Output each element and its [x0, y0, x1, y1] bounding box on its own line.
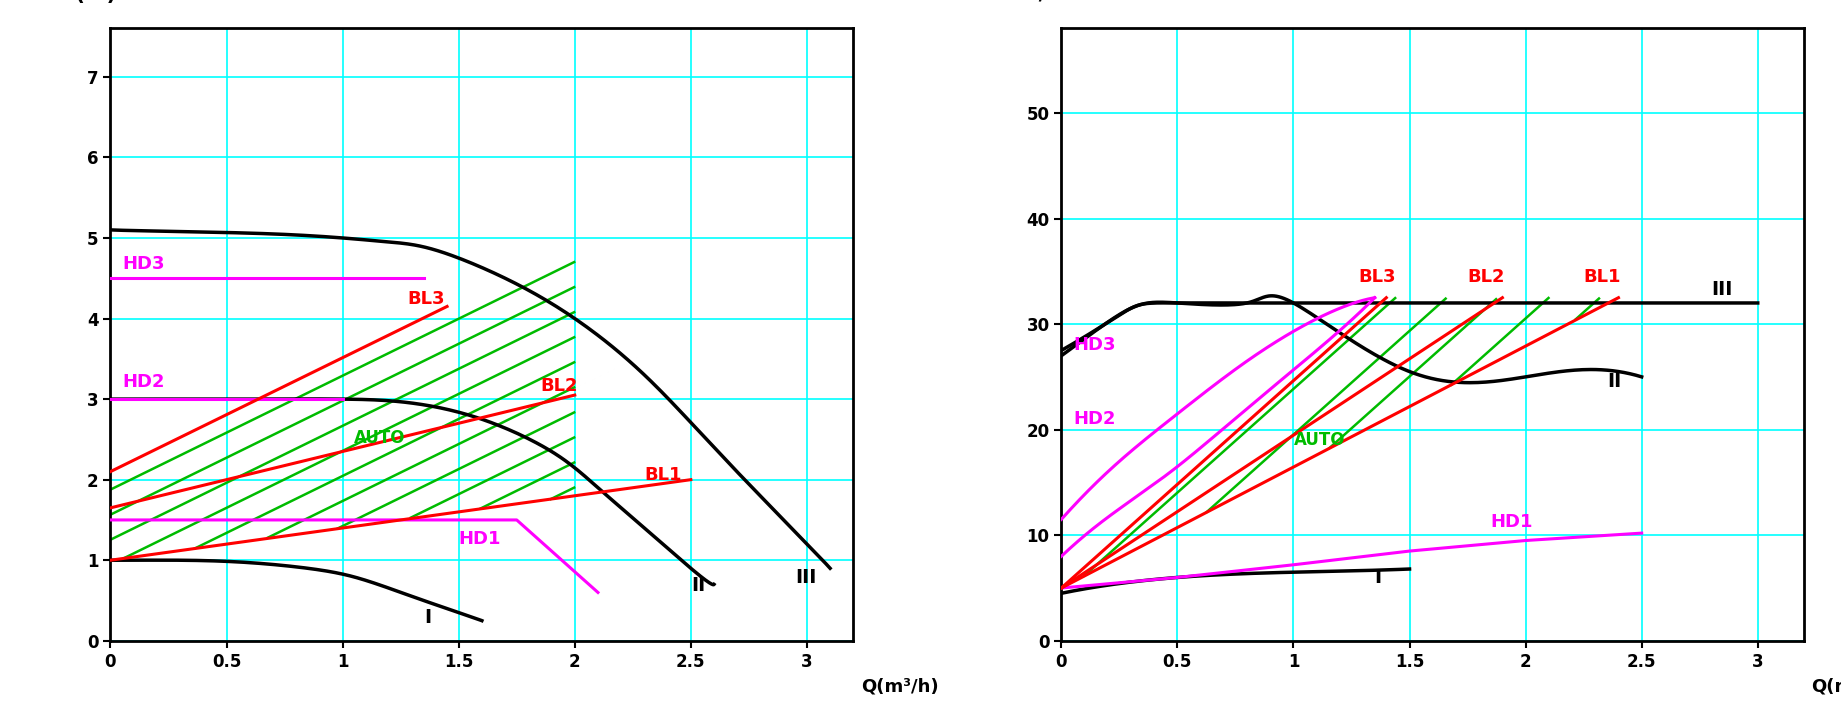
Text: III: III — [795, 567, 817, 587]
Text: BL3: BL3 — [1359, 268, 1395, 286]
Text: HD1: HD1 — [1491, 513, 1534, 530]
Text: I: I — [1375, 567, 1383, 587]
Text: P1/W: P1/W — [1009, 0, 1070, 4]
Text: II: II — [1607, 372, 1622, 392]
Text: BL2: BL2 — [1467, 268, 1506, 286]
Text: H(m): H(m) — [59, 0, 116, 4]
Text: BL2: BL2 — [539, 377, 578, 395]
Text: Q(m³/h): Q(m³/h) — [862, 678, 939, 696]
Text: HD3: HD3 — [122, 255, 164, 273]
Text: Q(m³/h): Q(m³/h) — [1812, 678, 1841, 696]
Text: BL1: BL1 — [1583, 268, 1622, 286]
Text: III: III — [1712, 280, 1732, 298]
Text: II: II — [690, 576, 705, 595]
Text: HD2: HD2 — [122, 373, 164, 391]
Text: AUTO: AUTO — [1294, 431, 1346, 449]
Text: AUTO: AUTO — [353, 429, 405, 447]
Text: BL3: BL3 — [407, 290, 446, 308]
Text: HD1: HD1 — [458, 530, 501, 548]
Text: I: I — [423, 608, 431, 627]
Text: BL1: BL1 — [644, 466, 681, 483]
Text: HD2: HD2 — [1073, 410, 1116, 429]
Text: HD3: HD3 — [1073, 337, 1116, 355]
